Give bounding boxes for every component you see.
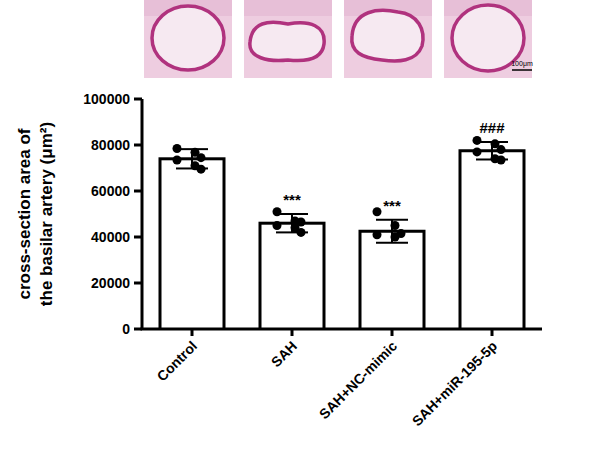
y-tick bbox=[134, 144, 142, 147]
significance-label: *** bbox=[283, 191, 301, 208]
data-point bbox=[173, 155, 182, 164]
histology-panel bbox=[444, 0, 532, 78]
bar bbox=[460, 151, 524, 329]
histology-panel bbox=[144, 0, 232, 78]
y-axis bbox=[141, 99, 144, 329]
x-tick-label: SAH+NC-mimic bbox=[316, 338, 400, 422]
x-tick bbox=[291, 329, 294, 336]
y-tick-label: 40000 bbox=[91, 229, 130, 245]
x-tick-label: SAH+miR-195-5p bbox=[409, 338, 500, 429]
data-point bbox=[197, 153, 206, 162]
y-axis-label: cross-section area of bbox=[15, 128, 34, 299]
y-tick bbox=[134, 328, 142, 331]
x-tick-label: SAH bbox=[268, 338, 300, 370]
significance-label: *** bbox=[383, 197, 401, 214]
x-tick bbox=[491, 329, 494, 336]
y-tick bbox=[134, 98, 142, 101]
plot-area bbox=[160, 136, 524, 329]
data-point bbox=[297, 228, 306, 237]
y-tick bbox=[134, 282, 142, 285]
tissue-background bbox=[444, 0, 532, 78]
scale-bar bbox=[512, 69, 532, 71]
data-point bbox=[391, 221, 400, 230]
data-point bbox=[391, 233, 400, 242]
y-tick-label: 100000 bbox=[83, 91, 130, 107]
data-point bbox=[373, 230, 382, 239]
data-point bbox=[497, 155, 506, 164]
tissue-texture bbox=[244, 0, 332, 16]
x-tick-label: Control bbox=[154, 338, 201, 385]
bar bbox=[260, 223, 324, 329]
significance-label: ### bbox=[479, 119, 505, 136]
y-tick-label: 60000 bbox=[91, 183, 130, 199]
y-tick bbox=[134, 190, 142, 193]
error-cap bbox=[376, 242, 408, 244]
tissue-background bbox=[344, 0, 432, 78]
data-point bbox=[473, 147, 482, 156]
error-cap bbox=[376, 219, 408, 221]
data-point bbox=[473, 136, 482, 145]
data-point bbox=[197, 165, 206, 174]
data-point bbox=[497, 145, 506, 154]
y-tick-label: 20000 bbox=[91, 275, 130, 291]
tissue-background bbox=[244, 0, 332, 78]
bar bbox=[160, 159, 224, 329]
y-tick-label: 0 bbox=[122, 321, 130, 337]
x-tick bbox=[191, 329, 194, 336]
bar bbox=[360, 231, 424, 329]
tissue-background bbox=[144, 0, 232, 78]
data-point bbox=[373, 207, 382, 216]
artery-wall bbox=[152, 6, 224, 70]
data-point bbox=[273, 207, 282, 216]
y-tick bbox=[134, 236, 142, 239]
artery-wall bbox=[250, 22, 324, 60]
histology-panel bbox=[344, 0, 432, 78]
histology-panel bbox=[244, 0, 332, 78]
y-axis-label: the basilar artery (μm²) bbox=[37, 122, 56, 306]
data-point bbox=[173, 144, 182, 153]
artery-wall bbox=[352, 10, 423, 61]
data-point bbox=[273, 221, 282, 230]
x-tick bbox=[391, 329, 394, 336]
y-tick-label: 80000 bbox=[91, 137, 130, 153]
chart: 100μm 0 20000 40000 60000 80000 100000 cross-se… bbox=[0, 0, 600, 458]
scale-bar-label: 100μm bbox=[511, 60, 533, 68]
error-bar bbox=[376, 220, 408, 243]
